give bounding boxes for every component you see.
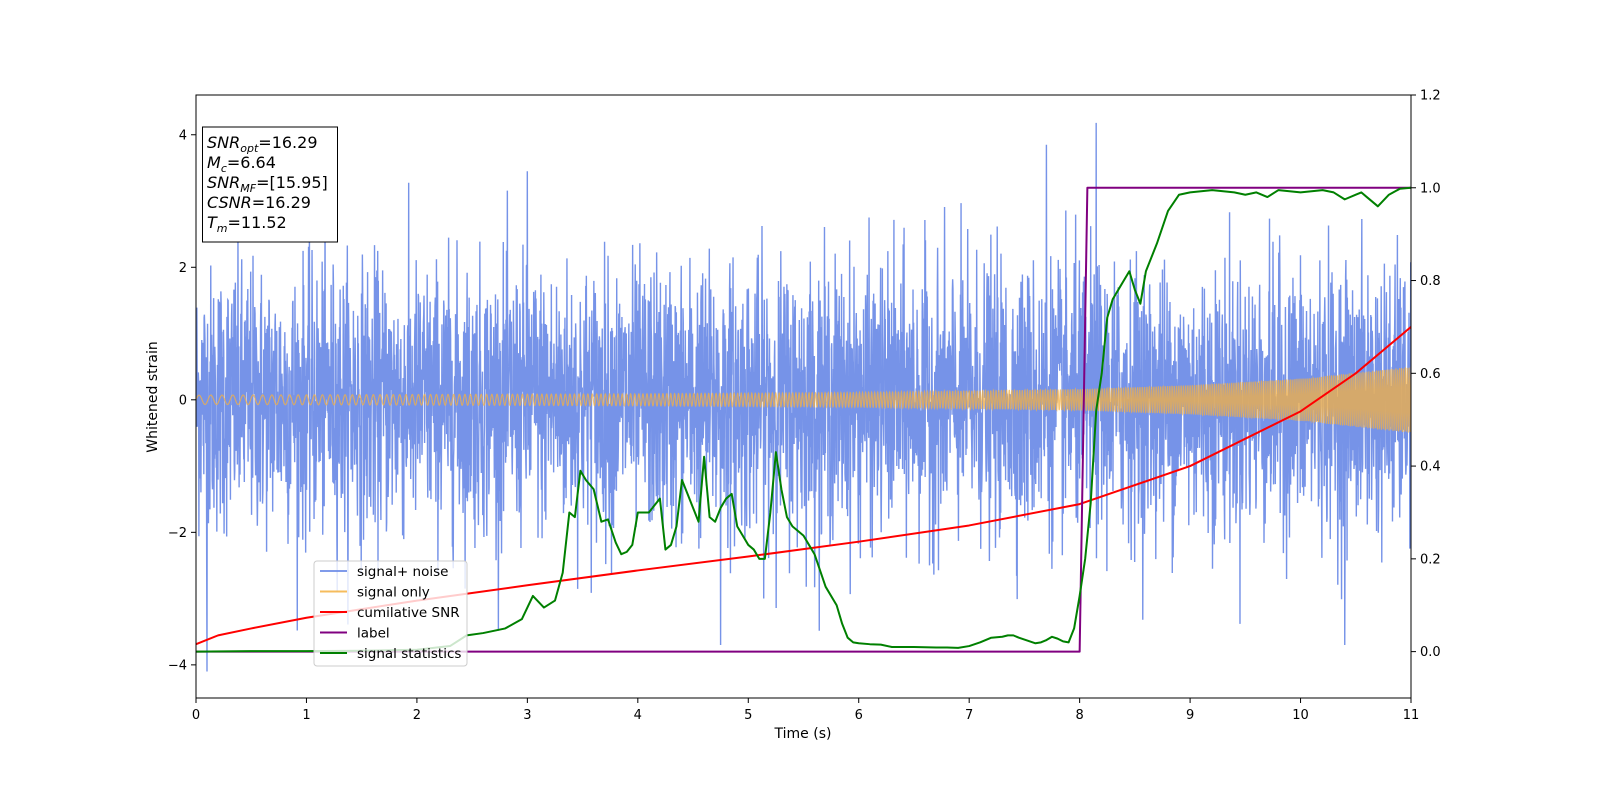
x-tick-label: 2	[413, 708, 421, 723]
x-axis: 0 1 2 3 4 5 6 7 8 9 10 11	[192, 698, 1419, 723]
y-right-tick-label: 1.2	[1420, 89, 1441, 104]
y-right-tick-label: 0.6	[1420, 367, 1441, 382]
x-tick-label: 5	[744, 708, 752, 723]
series-label	[196, 186, 1411, 653]
legend-frame	[313, 560, 468, 667]
x-axis-label: Time (s)	[774, 726, 832, 742]
annotation-frame	[202, 126, 338, 243]
x-tick-label: 8	[1075, 708, 1083, 723]
series-layer	[196, 122, 1411, 672]
x-tick-label: 7	[965, 708, 973, 723]
series-signal-only	[196, 366, 1411, 433]
legend-label: signal only	[357, 585, 430, 601]
plot-frame	[195, 94, 1412, 699]
legend: signal+ noise signal only cumilative SNR la…	[313, 560, 468, 667]
x-tick-label: 6	[855, 708, 863, 723]
annotation-line: SNRopt=16.29	[207, 133, 318, 155]
legend-label: label	[357, 626, 390, 642]
y-axis-right: 1.2 1.0 0.8 0.6 0.4 0.2 0.0	[1411, 89, 1441, 660]
x-tick-label: 3	[523, 708, 531, 723]
y-left-tick-label: 4	[179, 128, 187, 143]
legend-label: signal+ noise	[357, 564, 448, 580]
y-axis-left: 4 2 0 −2 −4	[168, 128, 196, 673]
series-cumilative-snr	[196, 326, 1411, 646]
x-tick-label: 4	[634, 708, 642, 723]
y-right-tick-label: 0.4	[1420, 460, 1441, 475]
annotation-line: CSNR=16.29	[207, 193, 311, 212]
y-axis-label: Whitened strain	[145, 341, 161, 452]
y-left-tick-label: −4	[168, 658, 187, 673]
legend-label: cumilative SNR	[357, 605, 460, 621]
y-right-tick-label: 0.8	[1420, 274, 1441, 289]
annotation-line: SNRMF=[15.95]	[207, 173, 328, 195]
x-tick-label: 9	[1186, 708, 1194, 723]
annotation-box: SNRopt=16.29Mc=6.64SNRMF=[15.95]CSNR=16.…	[202, 126, 338, 243]
y-left-tick-label: −2	[168, 526, 187, 541]
y-left-tick-label: 0	[179, 393, 187, 408]
annotation-line: Tm=11.52	[207, 213, 287, 235]
x-tick-label: 10	[1292, 708, 1309, 723]
y-right-tick-label: 0.0	[1420, 645, 1441, 660]
y-right-tick-label: 0.2	[1420, 552, 1441, 567]
x-tick-label: 0	[192, 708, 200, 723]
series-signal-statistics	[196, 186, 1411, 653]
legend-label: signal statistics	[357, 646, 461, 662]
annotation-line: Mc=6.64	[207, 153, 276, 175]
y-left-tick-label: 2	[179, 261, 187, 276]
x-tick-label: 1	[302, 708, 310, 723]
x-tick-label: 11	[1403, 708, 1420, 723]
y-right-tick-label: 1.0	[1420, 181, 1441, 196]
